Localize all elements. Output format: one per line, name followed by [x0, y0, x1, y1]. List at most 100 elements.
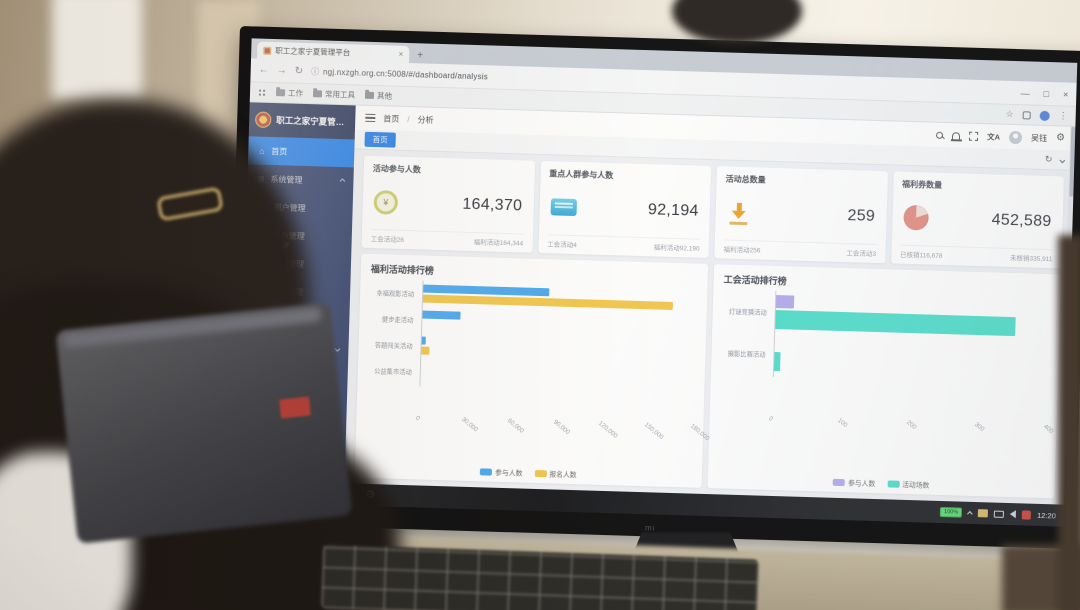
bookmark-star-icon[interactable]: ☆ — [1005, 108, 1014, 119]
y-axis-label: 摄影比赛活动 — [727, 350, 766, 359]
stat-card-welfare-coupons: 福利券数量 452,589 已核销116,678 未核销335,911 — [890, 171, 1064, 269]
chart-bar — [774, 309, 1016, 337]
card-icon — [550, 198, 577, 217]
x-tick-label: 200 — [904, 419, 918, 432]
legend-item[interactable]: 报名人数 — [534, 468, 577, 479]
user-avatar[interactable] — [1008, 130, 1023, 144]
tray-expand-icon[interactable] — [967, 511, 973, 517]
stat-value: 259 — [847, 206, 876, 225]
chart-bar — [420, 346, 430, 355]
stat-sub-right: 福利活动164,344 — [473, 239, 524, 248]
language-icon[interactable]: 文A — [987, 131, 1001, 142]
battery-indicator: 100% — [939, 506, 963, 518]
new-tab-button[interactable]: + — [417, 50, 424, 62]
chart-plot: 灯谜竞猜活动 摄影比赛活动 — [721, 289, 1050, 383]
page-tab-home[interactable]: 首页 — [364, 131, 396, 148]
search-icon[interactable] — [936, 131, 944, 139]
bar-group — [773, 333, 1049, 383]
chart-welfare-ranking: 幸福观影活动 健步走活动 答题闯关活动 公益集市活动 0 30,000 60,000 90,0… — [365, 279, 711, 484]
breadcrumb-page: 分析 — [417, 114, 434, 125]
extension-icon[interactable] — [1022, 110, 1031, 119]
chart-bar — [774, 294, 795, 309]
stat-sub-left: 福利活动256 — [723, 246, 761, 255]
home-icon: ⌂ — [259, 146, 265, 156]
bookmark-label: 工作 — [287, 88, 304, 98]
legend-label: 参与人数 — [847, 480, 876, 489]
x-tick-label: 0 — [767, 414, 775, 423]
apps-grid-icon[interactable] — [257, 88, 267, 97]
chart-card-union-ranking: 工会活动排行榜 灯谜竞猜活动 摄影比赛活动 0 100 200 300 400 参与人数 活动场… — [707, 264, 1061, 499]
stat-sub-right: 福利活动92,190 — [653, 244, 700, 253]
legend-item[interactable]: 参与人数 — [832, 477, 876, 489]
stat-value: 92,194 — [647, 200, 699, 220]
minimize-button[interactable]: — — [1020, 87, 1030, 98]
stat-cards-row: 活动参与人数 164,370 工会活动26 福利活动164,344 — [361, 155, 1064, 269]
charts-row: 福利活动排行榜 幸福观影活动 健步走活动 答题闯关活动 公益集市活动 0 30,000 60… — [354, 253, 1061, 499]
y-axis-label: 公益集市活动 — [373, 367, 412, 376]
back-icon[interactable]: ← — [258, 64, 269, 76]
legend-swatch — [832, 478, 846, 486]
browser-menu-icon[interactable]: ⋮ — [1058, 110, 1068, 121]
legend-swatch — [480, 467, 493, 476]
bookmark-folder[interactable]: 其他 — [364, 90, 393, 102]
x-tick-label: 100 — [835, 416, 849, 429]
coin-icon — [373, 189, 399, 215]
legend-item[interactable]: 参与人数 — [480, 466, 522, 478]
refresh-icon[interactable]: ↻ — [1044, 153, 1053, 165]
x-axis: 0 30,000 60,000 90,000 120,000 150,000 180,000 — [414, 412, 711, 442]
chevron-up-icon — [339, 178, 346, 184]
tray-volume-icon[interactable] — [1009, 510, 1017, 519]
chevron-down-icon[interactable] — [1059, 157, 1066, 163]
window-light — [52, 0, 142, 100]
site-favicon — [263, 46, 272, 55]
stat-value: 164,370 — [462, 195, 523, 214]
tray-security-icon[interactable] — [1021, 509, 1032, 520]
stat-card-key-group-participants: 重点人群参与人数 92,194 工会活动4 福利活动92,190 — [537, 160, 712, 258]
username: 吴钰 — [1030, 133, 1048, 143]
sidebar-item-label: 首页 — [271, 146, 288, 156]
tray-display-icon[interactable] — [993, 510, 1005, 518]
close-button[interactable]: × — [1062, 88, 1069, 100]
x-tick-label: 90,000 — [551, 418, 571, 437]
site-info-icon[interactable]: ⓘ — [310, 67, 320, 77]
y-axis-label: 健步走活动 — [381, 315, 414, 324]
collapse-menu-icon[interactable] — [365, 113, 376, 123]
stat-sub-right: 工会活动3 — [846, 250, 877, 258]
dashboard-app: 职工之家宁夏管理平台 ⌂ 首页 ⊞ 系统管理 用户管理 角色管理 部门管理 岗位… — [238, 102, 1076, 505]
header-actions: 文A 吴钰 ⚙ — [936, 128, 1065, 145]
tray-folder-icon[interactable] — [977, 509, 989, 518]
sidebar-group-label: 系统管理 — [270, 174, 303, 185]
gear-icon[interactable]: ⚙ — [1055, 132, 1066, 144]
scrollbar-thumb[interactable] — [1068, 126, 1075, 197]
chart-union-ranking: 灯谜竞猜活动 摄影比赛活动 0 100 200 300 400 参与人数 活动场数 — [718, 289, 1055, 494]
breadcrumb-separator: / — [407, 114, 410, 124]
forward-icon[interactable]: → — [276, 65, 287, 77]
bell-icon[interactable] — [952, 132, 961, 140]
chart-plot: 幸福观影活动 健步走活动 答题闯关活动 公益集市活动 — [367, 279, 697, 393]
system-tray: 100% 12:20 — [939, 506, 1056, 521]
chart-bar — [420, 336, 427, 345]
stat-sub-right: 未核销335,911 — [1009, 254, 1053, 264]
x-tick-label: 30,000 — [459, 415, 479, 434]
sidebar-item-home[interactable]: ⌂ 首页 — [247, 136, 355, 168]
reload-icon[interactable]: ↻ — [294, 65, 304, 77]
maximize-button[interactable]: □ — [1043, 88, 1050, 99]
x-tick-label: 0 — [414, 414, 422, 423]
bookmark-folder[interactable]: 工作 — [275, 87, 304, 99]
x-tick-label: 300 — [973, 421, 986, 434]
profile-avatar-icon[interactable] — [1039, 110, 1050, 121]
legend-item[interactable]: 活动场数 — [887, 478, 929, 490]
breadcrumb-home[interactable]: 首页 — [383, 113, 400, 124]
red-label-tag — [279, 396, 311, 419]
stat-card-activity-participants: 活动参与人数 164,370 工会活动26 福利活动164,344 — [361, 155, 535, 253]
chevron-down-icon — [334, 346, 341, 352]
union-logo-icon — [254, 111, 272, 128]
bookmark-folder[interactable]: 常用工具 — [312, 88, 355, 100]
gray-equipment-box — [55, 302, 353, 544]
fullscreen-icon[interactable] — [969, 131, 979, 141]
bookmark-label: 其他 — [376, 91, 393, 101]
wall-shadow-strip — [1058, 235, 1080, 610]
app-title: 职工之家宁夏管理平台 — [276, 115, 350, 128]
tab-close-icon[interactable]: × — [398, 49, 404, 59]
url-text: ngj.nxzgh.org.cn:5008/#/dashboard/analys… — [322, 67, 489, 82]
